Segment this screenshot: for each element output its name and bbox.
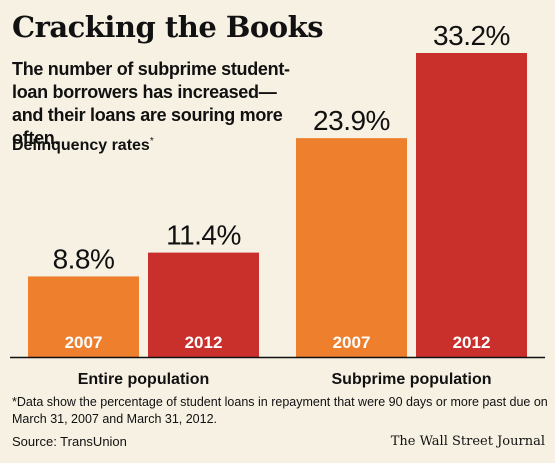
group-label: Entire population xyxy=(78,371,210,388)
bar xyxy=(416,53,527,357)
bar-value-label: 23.9% xyxy=(313,105,390,136)
bar xyxy=(28,276,139,357)
bar-year-label: 2012 xyxy=(453,333,491,352)
source-text: Source: TransUnion xyxy=(12,434,127,449)
bar-value-label: 11.4% xyxy=(166,220,241,251)
bar-year-label: 2007 xyxy=(65,333,103,352)
y-axis-label: Delinquency rates* xyxy=(12,136,154,155)
footnote: *Data show the percentage of student loa… xyxy=(12,395,548,426)
y-axis-label-text: Delinquency rates xyxy=(12,137,150,154)
footnote-marker: * xyxy=(149,136,154,147)
bar-year-label: 2012 xyxy=(185,333,223,352)
chart-title: Cracking the Books xyxy=(12,10,324,44)
publisher-credit: The Wall Street Journal xyxy=(390,434,545,449)
bar xyxy=(148,252,259,357)
bar-year-label: 2007 xyxy=(333,333,371,352)
bar xyxy=(296,138,407,357)
bar-value-label: 33.2% xyxy=(433,20,510,51)
group-label: Subprime population xyxy=(332,371,492,388)
bar-value-label: 8.8% xyxy=(53,243,115,274)
chart-subtitle: The number of subprime student-loan borr… xyxy=(12,59,290,148)
